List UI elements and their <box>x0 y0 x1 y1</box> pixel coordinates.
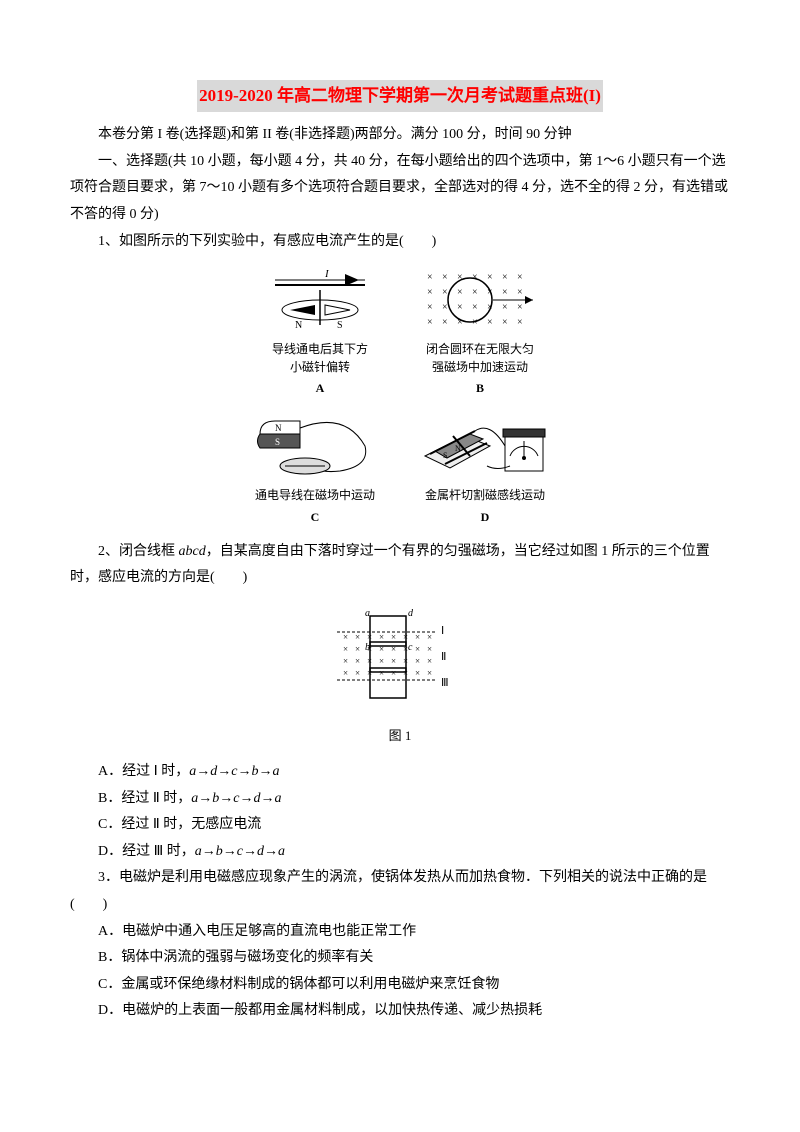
q3-optB: B．锅体中涡流的强弱与磁场变化的频率有关 <box>70 945 730 972</box>
svg-text:×: × <box>487 317 493 328</box>
q1-figA-cap1: 导线通电后其下方 <box>272 342 368 358</box>
q1-fig-d: N S 金属杆切割磁感线运动 D <box>415 406 555 528</box>
svg-text:d: d <box>408 608 414 619</box>
svg-text:×: × <box>517 317 523 328</box>
svg-text:×: × <box>517 272 523 283</box>
svg-text:S: S <box>443 451 447 460</box>
q3-text: 3．电磁炉是利用电磁感应现象产生的涡流，使锅体发热从而加热食物．下列相关的说法中… <box>70 865 730 918</box>
svg-text:×: × <box>427 287 433 298</box>
svg-text:×: × <box>355 656 360 666</box>
svg-text:×: × <box>415 656 420 666</box>
q3-optA: A．电磁炉中通入电压足够高的直流电也能正常工作 <box>70 919 730 946</box>
svg-text:×: × <box>355 668 360 678</box>
svg-text:×: × <box>442 287 448 298</box>
q2-fig-label: 图 1 <box>70 724 730 749</box>
q2-text: 2、闭合线框 abcd，自某高度自由下落时穿过一个有界的匀强磁场，当它经过如图 … <box>70 539 730 592</box>
svg-text:×: × <box>502 272 508 283</box>
wire-magnet-diagram: N S <box>245 406 385 486</box>
q1-figD-cap1: 金属杆切割磁感线运动 <box>425 488 545 504</box>
svg-text:×: × <box>502 317 508 328</box>
svg-text:×: × <box>391 632 396 642</box>
q1-figures: I N S 导线通电后其下方 小磁针偏转 A × × × × × × × × × × × × × × <box>70 265 730 528</box>
svg-text:×: × <box>427 656 432 666</box>
svg-text:I: I <box>324 268 330 280</box>
svg-text:Ⅱ: Ⅱ <box>441 651 446 663</box>
svg-text:×: × <box>457 287 463 298</box>
svg-text:×: × <box>427 317 433 328</box>
svg-text:Ⅲ: Ⅲ <box>441 677 449 689</box>
svg-text:Ⅰ: Ⅰ <box>441 625 444 637</box>
svg-text:×: × <box>343 656 348 666</box>
svg-text:×: × <box>502 287 508 298</box>
svg-text:N: N <box>295 320 302 331</box>
svg-text:×: × <box>517 287 523 298</box>
svg-text:×: × <box>379 632 384 642</box>
svg-text:×: × <box>427 302 433 313</box>
svg-text:×: × <box>391 668 396 678</box>
svg-text:a: a <box>365 608 370 619</box>
svg-text:×: × <box>442 302 448 313</box>
page-title: 2019-2020 年高二物理下学期第一次月考试题重点班(I) <box>197 80 603 112</box>
wire-compass-diagram: I N S <box>255 265 385 340</box>
q3-optC: C．金属或环保绝缘材料制成的锅体都可以利用电磁炉来烹饪食物 <box>70 972 730 999</box>
q2-figure: ×××××××× ×××××××× ×××××××× ×××××××× a d … <box>70 602 730 749</box>
svg-text:×: × <box>415 632 420 642</box>
q2-optC: C．经过 Ⅱ 时，无感应电流 <box>70 812 730 839</box>
q1-figA-letter: A <box>316 377 325 400</box>
svg-text:×: × <box>355 632 360 642</box>
svg-text:×: × <box>343 632 348 642</box>
q1-figB-cap2: 强磁场中加速运动 <box>432 360 528 376</box>
svg-text:×: × <box>427 668 432 678</box>
svg-text:S: S <box>337 320 343 331</box>
intro-line2: 一、选择题(共 10 小题，每小题 4 分，共 40 分，在每小题给出的四个选项… <box>70 149 730 229</box>
intro-line1: 本卷分第 I 卷(选择题)和第 II 卷(非选择题)两部分。满分 100 分，时… <box>70 122 730 149</box>
svg-text:×: × <box>472 287 478 298</box>
svg-text:×: × <box>517 302 523 313</box>
q1-fig-a: I N S 导线通电后其下方 小磁针偏转 A <box>255 265 385 400</box>
svg-text:×: × <box>343 644 348 654</box>
svg-text:×: × <box>427 644 432 654</box>
q1-fig-c: N S 通电导线在磁场中运动 C <box>245 406 385 528</box>
svg-text:N: N <box>275 423 282 433</box>
svg-text:×: × <box>442 272 448 283</box>
svg-text:b: b <box>365 642 370 653</box>
svg-text:×: × <box>379 668 384 678</box>
q1-figC-cap1: 通电导线在磁场中运动 <box>255 488 375 504</box>
svg-text:×: × <box>379 656 384 666</box>
rod-galvanometer-diagram: N S <box>415 406 555 486</box>
q1-figD-letter: D <box>481 506 490 529</box>
ring-field-diagram: ××××××× ××××××× ××××××× ××××××× <box>415 265 545 340</box>
svg-text:×: × <box>442 317 448 328</box>
q1-fig-b: ××××××× ××××××× ××××××× ××××××× 闭合圆环在无限大… <box>415 265 545 400</box>
svg-text:×: × <box>415 644 420 654</box>
q1-figC-letter: C <box>311 506 320 529</box>
svg-text:×: × <box>487 272 493 283</box>
q1-text: 1、如图所示的下列实验中，有感应电流产生的是( ) <box>70 229 730 256</box>
svg-text:×: × <box>355 644 360 654</box>
svg-text:S: S <box>275 437 280 447</box>
q2-optD: D．经过 Ⅲ 时，a→b→c→d→a <box>70 839 730 866</box>
svg-text:c: c <box>408 642 413 653</box>
svg-text:×: × <box>391 656 396 666</box>
svg-text:×: × <box>427 272 433 283</box>
svg-text:×: × <box>472 302 478 313</box>
svg-text:×: × <box>343 668 348 678</box>
q2-optB: B．经过 Ⅱ 时，a→b→c→d→a <box>70 786 730 813</box>
svg-text:×: × <box>457 302 463 313</box>
falling-loop-diagram: ×××××××× ×××××××× ×××××××× ×××××××× a d … <box>325 602 475 712</box>
q1-figB-cap1: 闭合圆环在无限大匀 <box>426 342 534 358</box>
svg-text:N: N <box>455 444 461 453</box>
q3-optD: D．电磁炉的上表面一般都用金属材料制成，以加快热传递、减少热损耗 <box>70 998 730 1025</box>
q2-optA: A．经过 Ⅰ 时，a→d→c→b→a <box>70 759 730 786</box>
svg-text:×: × <box>415 668 420 678</box>
q1-figA-cap2: 小磁针偏转 <box>290 360 350 376</box>
svg-text:×: × <box>502 302 508 313</box>
q1-figB-letter: B <box>476 377 484 400</box>
svg-text:×: × <box>427 632 432 642</box>
